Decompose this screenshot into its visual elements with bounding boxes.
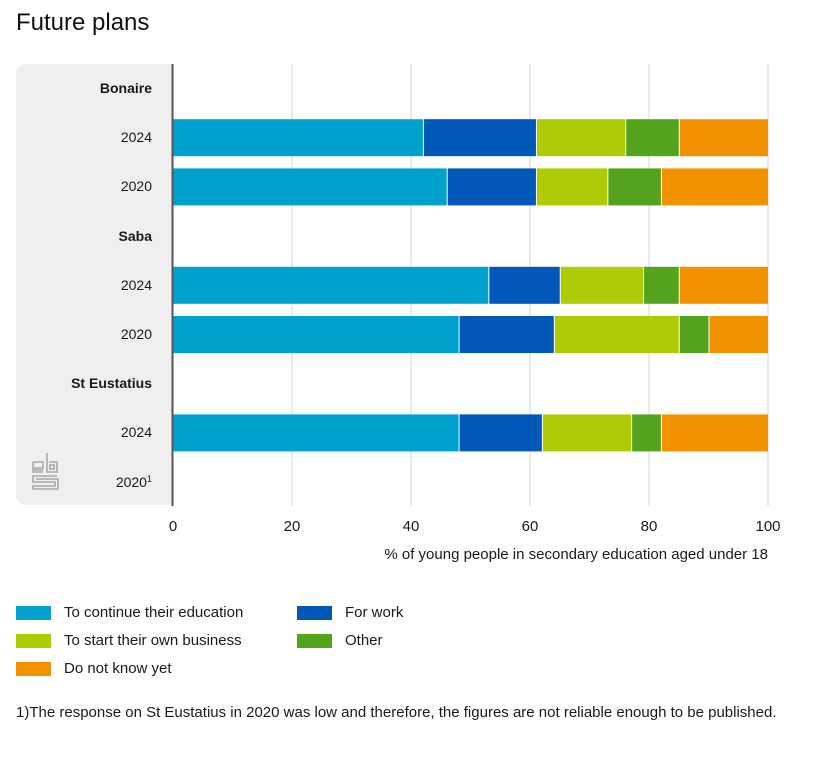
cbs-logo-icon xyxy=(32,453,59,490)
x-tick-label: 60 xyxy=(521,518,539,535)
bar-segment xyxy=(709,316,768,353)
x-tick-label: 40 xyxy=(402,518,420,535)
legend-swatch xyxy=(16,633,51,648)
x-tick-label: 0 xyxy=(168,518,178,535)
bar-segment xyxy=(173,414,459,452)
bar-segment xyxy=(661,168,768,206)
bar-segment xyxy=(173,316,459,353)
bar-segment xyxy=(536,168,608,206)
legend-item: To continue their education xyxy=(16,604,243,621)
legend-swatch xyxy=(16,605,51,620)
year-label: 2020 xyxy=(121,178,152,194)
bar-segment xyxy=(173,119,423,157)
row-label-text: 2024 xyxy=(120,424,152,441)
legend-swatch xyxy=(297,633,332,648)
bar-segment xyxy=(542,414,632,452)
bar-segment xyxy=(536,119,626,157)
group-label: St Eustatius xyxy=(71,375,152,391)
legend-item: Other xyxy=(297,632,383,649)
row-label-text: St Eustatius xyxy=(71,375,152,392)
bar-segment xyxy=(459,414,542,452)
x-tick-label: 100 xyxy=(755,518,781,535)
year-label: 2024 xyxy=(121,129,152,145)
row-label-text: 2020 xyxy=(115,473,147,490)
row-label-text: 2024 xyxy=(120,276,152,293)
bar-segment xyxy=(489,266,560,304)
bar-segment xyxy=(679,119,768,157)
row-label-text: 2024 xyxy=(120,129,152,146)
legend: To continue their education For work To st… xyxy=(16,604,516,688)
chart-title: Future plans xyxy=(16,9,150,36)
bar-segment xyxy=(560,266,644,304)
year-label: 2020 xyxy=(121,326,152,342)
bar-segment xyxy=(679,316,709,353)
legend-label: For work xyxy=(345,604,404,621)
bar-segment xyxy=(632,414,661,452)
bar-segment xyxy=(173,168,447,206)
bar-segment xyxy=(173,266,489,304)
legend-label: Do not know yet xyxy=(64,660,172,677)
bar-segment xyxy=(459,316,554,353)
legend-item: To start their own business xyxy=(16,632,242,649)
row-label-text: 2020 xyxy=(120,178,152,195)
bar-segment xyxy=(661,414,768,452)
bar-segment xyxy=(608,168,661,206)
x-axis-label: % of young people in secondary education… xyxy=(384,546,768,563)
x-tick-label: 20 xyxy=(283,518,301,535)
footnote-mark: 1 xyxy=(146,473,152,484)
bar-segment xyxy=(644,266,679,304)
x-tick-label: 80 xyxy=(640,518,658,535)
category-panel xyxy=(16,64,172,505)
year-label: 2024 xyxy=(121,424,152,440)
chart-plot xyxy=(171,64,769,506)
bar-segment xyxy=(626,119,679,157)
bar-segment xyxy=(554,316,679,353)
group-label: Saba xyxy=(119,228,152,244)
legend-item: Do not know yet xyxy=(16,660,172,677)
legend-swatch xyxy=(297,605,332,620)
year-label: 20201 xyxy=(116,474,152,490)
year-label: 2024 xyxy=(121,277,152,293)
bar-segment xyxy=(447,168,536,206)
footnote: 1)The response on St Eustatius in 2020 w… xyxy=(16,704,777,721)
bar-segment xyxy=(679,266,768,304)
bar-segment xyxy=(423,119,536,157)
row-label-text: 2020 xyxy=(120,326,152,342)
row-label-text: Saba xyxy=(118,227,152,244)
row-label-text: Bonaire xyxy=(99,80,152,96)
legend-item: For work xyxy=(297,604,403,621)
legend-label: Other xyxy=(345,632,383,649)
legend-swatch xyxy=(16,661,51,676)
group-label: Bonaire xyxy=(100,80,152,96)
legend-label: To start their own business xyxy=(64,632,242,649)
legend-label: To continue their education xyxy=(64,604,244,621)
